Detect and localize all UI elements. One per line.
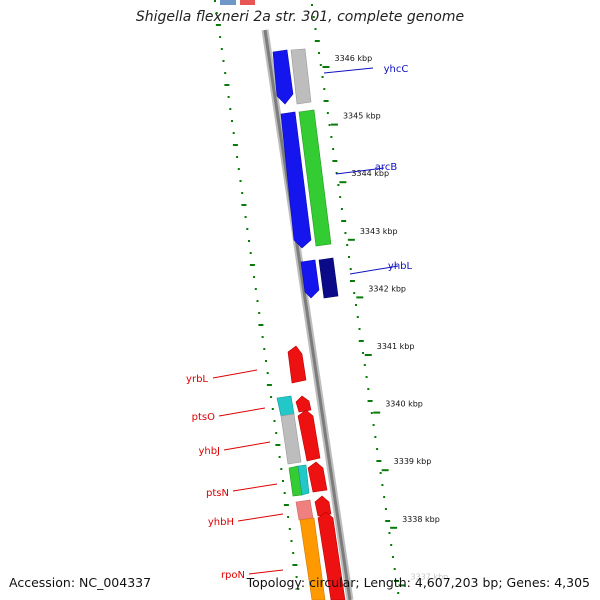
gene-feature-yrbL[interactable] [287, 345, 307, 384]
gene-label-rpoN[interactable]: rpoN [221, 569, 284, 581]
gene-feature-ptsN-cyan[interactable] [297, 464, 310, 496]
kbp-tick-label: 3344 kbp [351, 169, 389, 178]
kbp-tick-label: 3343 kbp [360, 227, 398, 236]
gene-feature-yhcC[interactable] [290, 48, 312, 105]
gene-label-yrbL[interactable]: yrbL [186, 369, 258, 385]
gene-label-text[interactable]: yrbL [186, 374, 208, 385]
kbp-tick-label: 3340 kbp [385, 400, 423, 409]
gene-label-text[interactable]: rpoN [221, 570, 245, 581]
gene-feature-blue-3[interactable] [300, 259, 320, 299]
genome-title: Shigella flexneri 2a str. 301, complete … [135, 9, 465, 25]
gene-feature-top-red[interactable] [240, 0, 255, 5]
kbp-tick: 3346 kbp [322, 54, 373, 68]
kbp-ruler: 3346 kbp 3345 kbp 3344 kbp 3343 kbp 3342 kbp… [322, 54, 449, 587]
kbp-tick: 3337 kbp [398, 572, 449, 587]
kbp-tick: 3339 kbp [381, 457, 432, 472]
gene-label-ptsN[interactable]: ptsN [206, 483, 278, 499]
kbp-tick: 3344 kbp [339, 169, 389, 184]
gene-label-yhbL[interactable]: yhbL [349, 261, 413, 275]
gene-label-text[interactable]: yhbL [388, 261, 413, 272]
gene-feature-yhbL[interactable] [318, 257, 339, 299]
gene-feature-yhbH[interactable] [295, 499, 314, 521]
gene-label-arcB[interactable]: arcB [335, 162, 398, 175]
gene-label-yhbH[interactable]: yhbH [208, 513, 284, 528]
gene-label-ptsO[interactable]: ptsO [192, 407, 266, 423]
kbp-tick-label: 3339 kbp [394, 457, 432, 466]
accession-label: Accession: NC_004337 [9, 575, 152, 590]
gene-feature-red-small-1[interactable] [295, 395, 312, 413]
gene-label-text[interactable]: ptsO [192, 412, 215, 423]
gene-feature-red-large[interactable] [297, 409, 321, 462]
gene-feature-rpoN[interactable] [299, 517, 326, 600]
gene-feature-red-small-3[interactable] [314, 495, 332, 517]
kbp-tick-label: 3338 kbp [402, 515, 440, 524]
kbp-tick: 3340 kbp [373, 400, 423, 414]
gene-feature-red-small-2[interactable] [307, 461, 328, 493]
kbp-tick-label: 3342 kbp [368, 284, 406, 293]
kbp-tick-label: 3337 kbp [411, 572, 449, 581]
kbp-tick-label: 3345 kbp [343, 112, 381, 121]
gene-label-text[interactable]: ptsN [206, 488, 229, 499]
gene-feature-top-blue[interactable] [220, 0, 236, 5]
gc-dot-tracks [214, 0, 400, 594]
kbp-tick-label: 3346 kbp [335, 54, 373, 63]
gene-label-text[interactable]: yhbJ [198, 446, 220, 457]
gene-label-yhcC[interactable]: yhcC [323, 64, 409, 75]
kbp-tick: 3341 kbp [364, 342, 415, 356]
gene-feature-blue-2[interactable] [280, 111, 312, 249]
gene-feature-blue-1[interactable] [272, 49, 294, 105]
kbp-tick: 3345 kbp [330, 112, 381, 126]
gene-label-yhbJ[interactable]: yhbJ [198, 441, 271, 457]
kbp-tick: 3338 kbp [390, 515, 440, 529]
gene-label-text[interactable]: yhbH [208, 517, 234, 528]
gene-feature-arcB[interactable] [298, 109, 332, 247]
backbone-core [263, 29, 352, 600]
gene-label-text[interactable]: arcB [375, 162, 398, 173]
gene-label-text[interactable]: yhcC [384, 64, 409, 75]
gene-feature-red-bottom[interactable] [317, 511, 346, 600]
gene-feature-ptsO[interactable] [276, 395, 295, 417]
gene-feature-yhbJ[interactable] [280, 413, 302, 465]
kbp-tick: 3342 kbp [356, 284, 406, 299]
kbp-tick: 3343 kbp [347, 227, 398, 241]
kbp-tick-label: 3341 kbp [377, 342, 415, 351]
genome-summary-label: Topology: circular; Length: 4,607,203 bp… [246, 575, 590, 590]
gene-label-group: yhcC arcB yhbL yrbL ptsO yhbJ ptsN yhbH rpoN [186, 64, 412, 581]
